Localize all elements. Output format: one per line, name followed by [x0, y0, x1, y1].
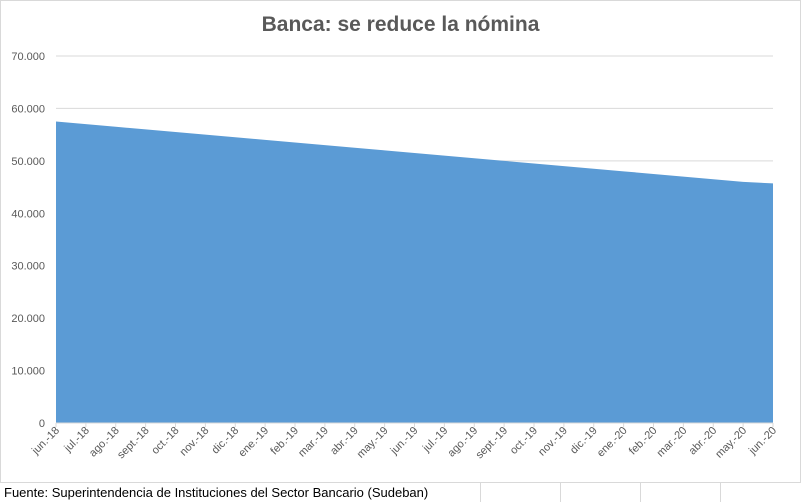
spreadsheet-footer-row: Fuente: Superintendencia de Institucione…: [0, 482, 801, 502]
y-tick-label: 10.000: [11, 366, 45, 378]
cell-divider: [640, 483, 641, 502]
x-tick-label: oct.-18: [149, 425, 181, 457]
cell-divider: [720, 483, 721, 502]
chart-title: Banca: se reduce la nómina: [261, 13, 540, 36]
x-tick-label: oct.-19: [508, 425, 540, 457]
x-axis: jun.-18 jul.-18ago.-18sept.-18oct.-18nov.…: [29, 422, 779, 462]
chart-area: Banca: se reduce la nómina 0 10.000 20.000…: [0, 0, 801, 483]
x-tick-label: jun.-18: [29, 425, 62, 458]
area-series: [56, 121, 773, 424]
x-tick-label: may.-19: [355, 425, 391, 461]
x-tick-label: nov.-19: [536, 425, 570, 459]
x-tick-label: ene.-19: [236, 425, 271, 460]
cell-divider: [480, 483, 481, 502]
y-tick-label: 50.000: [11, 156, 45, 168]
y-tick-label: 40.000: [11, 208, 45, 220]
y-tick-label: 70.000: [11, 51, 45, 63]
x-tick-label: nov.-18: [178, 425, 212, 459]
x-tick-label: jun.-19: [388, 425, 421, 458]
y-axis: 0 10.000 20.000 30.000 40.000 50.000 60.000 70.…: [11, 51, 45, 430]
y-tick-label: 0: [39, 418, 45, 430]
y-tick-label: 20.000: [11, 313, 45, 325]
y-tick-label: 60.000: [11, 103, 45, 115]
x-tick-label: jun.-20: [746, 425, 779, 458]
x-tick-label: ene.-20: [595, 425, 630, 460]
source-note: Fuente: Superintendencia de Institucione…: [4, 485, 429, 500]
x-tick-label: mar.-20: [655, 425, 690, 460]
x-tick-label: may.-20: [713, 425, 749, 461]
x-tick-label: sept.-18: [115, 425, 152, 462]
x-tick-label: mar.-19: [296, 425, 331, 460]
cell-divider: [560, 483, 561, 502]
x-tick-label: sept.-19: [474, 425, 511, 462]
y-tick-label: 30.000: [11, 261, 45, 273]
area-series-fill: [56, 121, 773, 424]
area-chart: 0 10.000 20.000 30.000 40.000 50.000 60.000 70.…: [11, 51, 779, 462]
